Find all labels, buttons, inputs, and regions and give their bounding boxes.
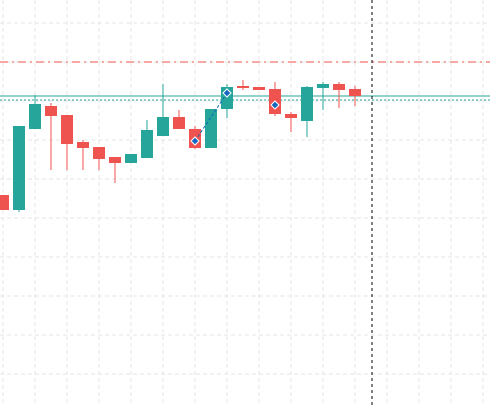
plot: [0, 61, 490, 212]
candle-body: [77, 142, 89, 148]
candle-body: [125, 154, 137, 163]
candle-body: [237, 86, 249, 88]
candle-body: [61, 115, 73, 144]
marker: [222, 88, 232, 98]
candle-body: [317, 84, 329, 88]
marker: [190, 136, 200, 146]
candle-body: [93, 147, 105, 159]
candle-body: [349, 89, 361, 96]
candle-body: [141, 130, 153, 158]
candle-body: [45, 106, 57, 116]
candle-body: [157, 117, 169, 136]
candle-body: [333, 84, 345, 90]
candle-body: [109, 157, 121, 163]
candle-body: [0, 195, 9, 210]
candle-body: [173, 117, 185, 129]
candle-body: [285, 114, 297, 118]
candle-body: [205, 109, 217, 148]
candle-body: [13, 126, 25, 210]
candle-body: [29, 104, 41, 129]
marker: [270, 100, 280, 110]
candle-body: [301, 87, 313, 121]
candle-body: [253, 87, 265, 90]
